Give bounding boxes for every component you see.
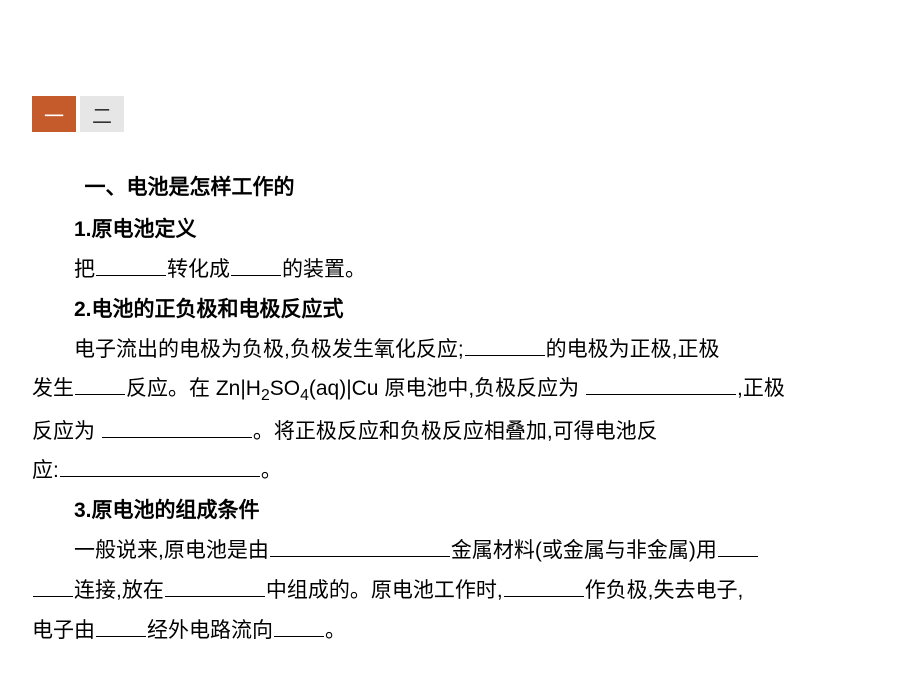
item2-line1: 电子流出的电极为负极,负极发生氧化反应; 的电极为正极,正极 xyxy=(32,330,888,370)
item3-line3: 电子由 经外电路流向 。 xyxy=(32,611,888,651)
text: 反应为 xyxy=(32,420,101,443)
text: SO xyxy=(270,377,300,400)
blank xyxy=(718,536,758,557)
item3-line2: 连接,放在 中组成的。原电池工作时, 作负极,失去电子, xyxy=(32,571,888,611)
blank xyxy=(465,335,545,356)
text: 金属材料(或金属与非金属)用 xyxy=(451,539,717,562)
item1-heading: 1.原电池定义 xyxy=(32,210,888,250)
text: 反应。在 Zn|H xyxy=(126,377,261,400)
item2-line3: 反应为 。将正极反应和负极反应相叠加,可得电池反 xyxy=(32,412,888,452)
item2-heading: 2.电池的正负极和电极反应式 xyxy=(32,290,888,330)
content-body: 一、电池是怎样工作的 1.原电池定义 把 转化成 的装置。 2.电池的正负极和电极反… xyxy=(32,168,888,651)
text: 一般说来,原电池是由 xyxy=(74,539,269,562)
blank xyxy=(504,576,584,597)
blank xyxy=(586,374,736,395)
text: ,正极 xyxy=(737,377,785,400)
section-title: 一、电池是怎样工作的 xyxy=(32,168,888,208)
item1-line1: 把 转化成 的装置。 xyxy=(32,250,888,290)
item2-line2: 发生 反应。在 Zn|H2SO4(aq)|Cu 原电池中,负极反应为 ,正极 xyxy=(32,369,888,411)
text: (aq)|Cu 原电池中,负极反应为 xyxy=(309,377,585,400)
blank xyxy=(33,576,73,597)
sub-2: 2 xyxy=(261,388,270,405)
text: 电子由 xyxy=(32,619,95,642)
blank xyxy=(274,616,324,637)
text: 经外电路流向 xyxy=(147,619,273,642)
text: 电子流出的电极为负极,负极发生氧化反应; xyxy=(74,338,464,361)
blank xyxy=(165,576,265,597)
text: 。 xyxy=(325,619,346,642)
blank xyxy=(102,417,252,438)
blank xyxy=(96,255,166,276)
blank xyxy=(75,374,125,395)
item3-heading: 3.原电池的组成条件 xyxy=(32,491,888,531)
item3-line1: 一般说来,原电池是由 金属材料(或金属与非金属)用 xyxy=(32,531,888,571)
text: 转化成 xyxy=(167,258,230,281)
tab-bar: 一 二 xyxy=(32,96,124,132)
text: 连接,放在 xyxy=(74,579,164,602)
text: 。 xyxy=(261,459,282,482)
text: 发生 xyxy=(32,377,74,400)
sub-4: 4 xyxy=(300,388,309,405)
tab-two[interactable]: 二 xyxy=(80,96,124,132)
text: 的装置。 xyxy=(282,258,366,281)
tab-one[interactable]: 一 xyxy=(32,96,76,132)
slide: 一 二 一、电池是怎样工作的 1.原电池定义 把 转化成 的装置。 2.电池的正负极… xyxy=(0,0,920,690)
text: 中组成的。原电池工作时, xyxy=(266,579,503,602)
blank xyxy=(96,616,146,637)
blank xyxy=(60,456,260,477)
blank xyxy=(231,255,281,276)
item2-line4: 应: 。 xyxy=(32,451,888,491)
text: 把 xyxy=(74,258,95,281)
text: 作负极,失去电子, xyxy=(585,579,744,602)
text: 的电极为正极,正极 xyxy=(546,338,720,361)
text: 。将正极反应和负极反应相叠加,可得电池反 xyxy=(253,420,658,443)
text: 应: xyxy=(32,459,59,482)
blank xyxy=(270,536,450,557)
